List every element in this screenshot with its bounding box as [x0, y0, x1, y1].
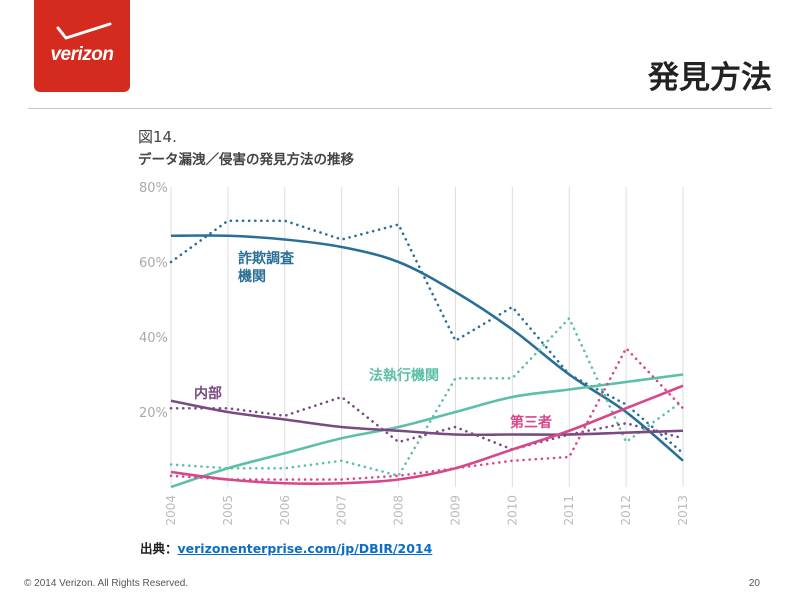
x-tick-label: 2005	[221, 495, 235, 526]
verizon-logo: verizon	[34, 0, 130, 92]
x-tick-label: 2011	[562, 495, 576, 526]
y-tick-label: 40%	[139, 331, 168, 346]
copyright: © 2014 Verizon. All Rights Reserved.	[24, 578, 189, 589]
y-tick-label: 80%	[139, 181, 168, 196]
series-label: 機関	[238, 268, 266, 285]
y-tick-label: 20%	[139, 406, 168, 421]
source-citation: 出典：verizonenterprise.com/jp/DBIR/2014	[140, 538, 432, 557]
series-label: 詐欺調査	[238, 250, 295, 267]
series-trend-line	[170, 384, 684, 486]
series-actual-line	[169, 315, 685, 478]
source-label: 出典：	[140, 541, 178, 556]
page-title: 発見方法	[648, 60, 772, 96]
series-label: 第三者	[510, 414, 552, 431]
x-tick-label: 2004	[164, 495, 178, 526]
series-actual-line	[169, 346, 685, 481]
series-label: 内部	[194, 385, 222, 402]
y-tick-label: 60%	[139, 256, 168, 271]
figure-number: 図14.	[138, 128, 177, 146]
figure-caption: データ漏洩／侵害の発見方法の推移	[138, 152, 354, 168]
x-tick-label: 2013	[676, 495, 690, 526]
x-tick-label: 2008	[392, 495, 406, 526]
x-tick-label: 2012	[619, 495, 633, 526]
x-tick-label: 2009	[448, 495, 462, 526]
series-actual-line	[169, 395, 685, 451]
series-trend-line	[170, 399, 684, 437]
series-label: 法執行機関	[369, 367, 439, 384]
x-tick-label: 2010	[505, 495, 519, 526]
source-link[interactable]: verizonenterprise.com/jp/DBIR/2014	[177, 541, 433, 556]
checkmark-icon	[56, 22, 112, 40]
x-tick-label: 2006	[278, 495, 292, 526]
series-trend-line	[170, 373, 684, 489]
logo-wordmark: verizon	[50, 44, 114, 65]
x-tick-label: 2007	[335, 495, 349, 526]
series-actual-line	[169, 219, 685, 455]
title-divider	[28, 108, 772, 109]
page-number: 20	[748, 578, 760, 589]
